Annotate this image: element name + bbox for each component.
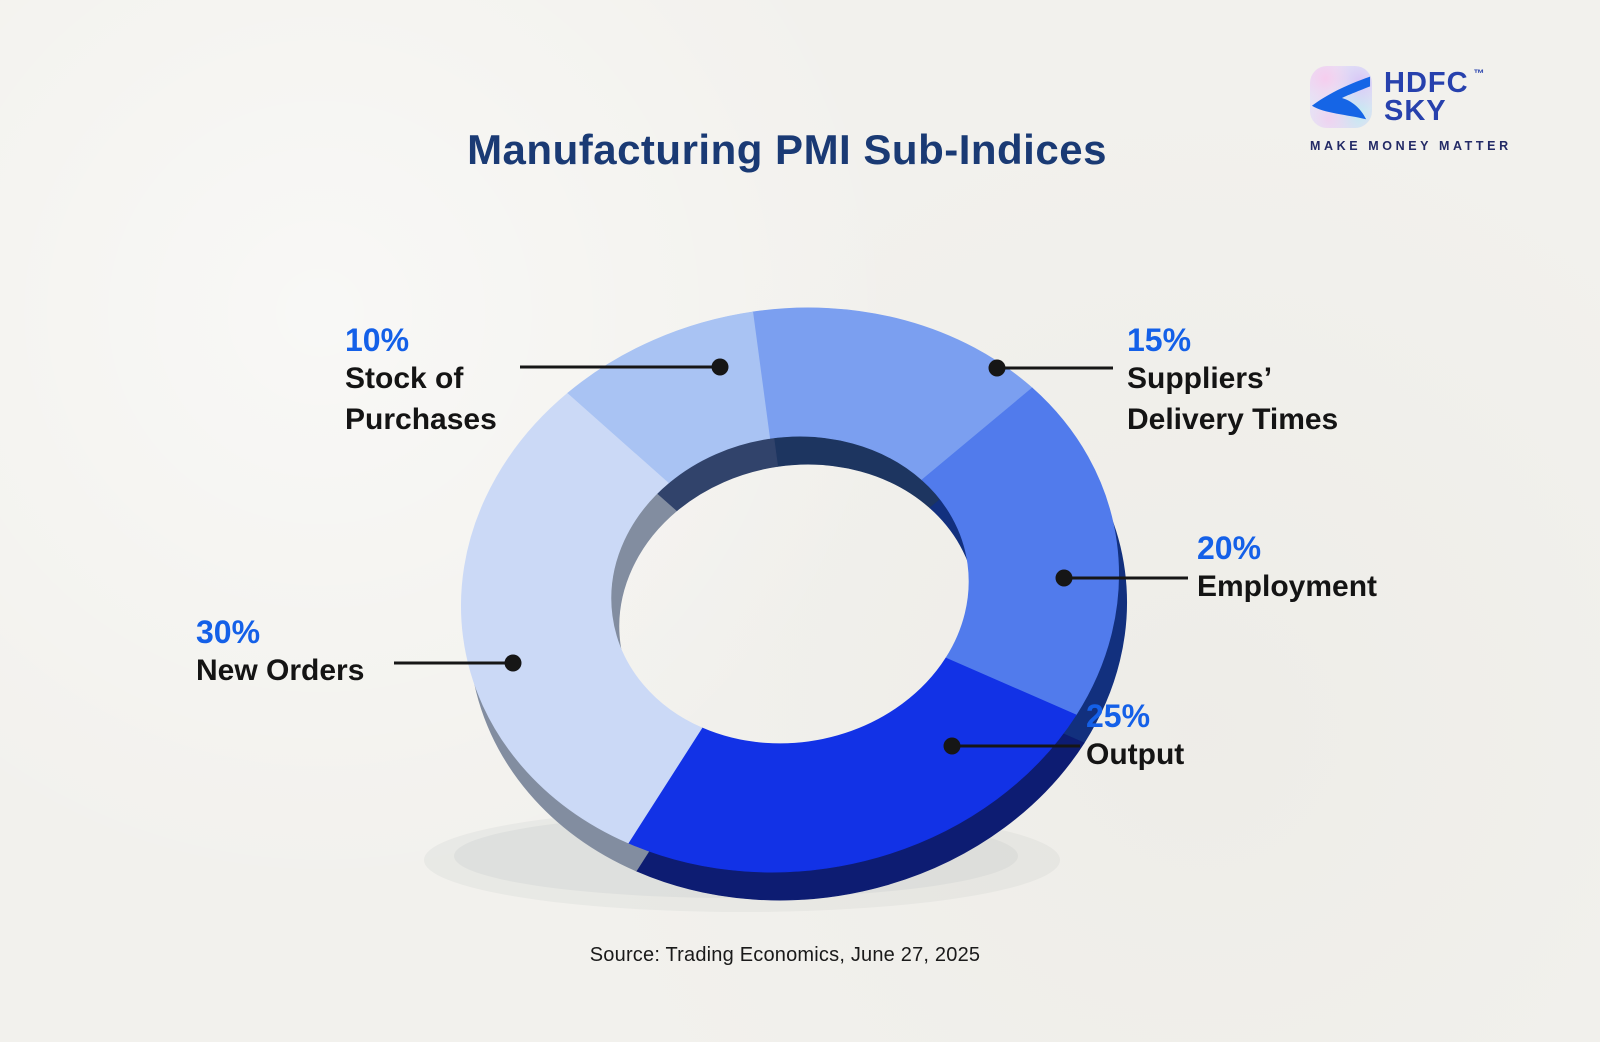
logo-row: HDFC SKY ™ xyxy=(1310,66,1502,128)
leader-dot-new-orders xyxy=(504,654,522,672)
trademark-symbol: ™ xyxy=(1473,68,1485,80)
callout-name-line: Suppliers’ xyxy=(1127,362,1273,395)
hdfc-sky-logo: HDFC SKY ™ MAKE MONEY MATTER xyxy=(1310,66,1512,153)
callout-name-line: Stock of xyxy=(345,362,464,395)
donut-slice-employment xyxy=(921,387,1120,716)
source-attribution: Source: Trading Economics, June 27, 2025 xyxy=(589,944,981,966)
callout-name-line: Delivery Times xyxy=(1127,403,1339,436)
logo-word-sky: SKY xyxy=(1384,95,1447,127)
leader-dot-employment xyxy=(1055,569,1073,587)
logo-tagline: MAKE MONEY MATTER xyxy=(1310,139,1512,153)
callout-suppliers-delivery-times: 15% Suppliers’ Delivery Times xyxy=(1127,322,1338,440)
leader-dot-suppliers-delivery-times xyxy=(988,359,1006,377)
logo-wordmark: HDFC SKY ™ xyxy=(1384,67,1485,127)
page-title: Manufacturing PMI Sub-Indices xyxy=(467,126,1107,173)
callout-output: 25% Output xyxy=(1086,698,1184,775)
callout-pct: 30% xyxy=(196,614,261,650)
callout-stock-of-purchases: 10% Stock of Purchases xyxy=(345,322,497,440)
swoosh-icon xyxy=(1311,76,1371,120)
donut-face-layer xyxy=(461,307,1120,873)
callout-pct: 10% xyxy=(345,322,410,358)
donut-slice-new-orders xyxy=(461,392,703,844)
donut-slice-suppliers-delivery-times xyxy=(752,307,1033,481)
leader-dots xyxy=(504,358,1073,755)
leader-dot-stock-of-purchases xyxy=(711,358,729,376)
callout-pct: 25% xyxy=(1086,698,1151,734)
donut-slice-output xyxy=(627,657,1077,873)
callout-name-line: Purchases xyxy=(345,403,497,436)
callout-new-orders: 30% New Orders xyxy=(196,614,364,691)
callout-name-line: Output xyxy=(1086,738,1185,771)
leader-lines xyxy=(394,365,1188,748)
callout-employment: 20% Employment xyxy=(1197,530,1377,607)
callout-name-line: Employment xyxy=(1197,570,1378,603)
callout-name-line: New Orders xyxy=(196,654,365,687)
donut-slice-stock-of-purchases xyxy=(567,311,771,484)
callout-pct: 15% xyxy=(1127,322,1192,358)
leader-dot-output xyxy=(943,737,961,755)
logo-word-hdfc: HDFC xyxy=(1384,67,1469,99)
hdfc-sky-logo-icon xyxy=(1310,66,1372,128)
callout-pct: 20% xyxy=(1197,530,1262,566)
